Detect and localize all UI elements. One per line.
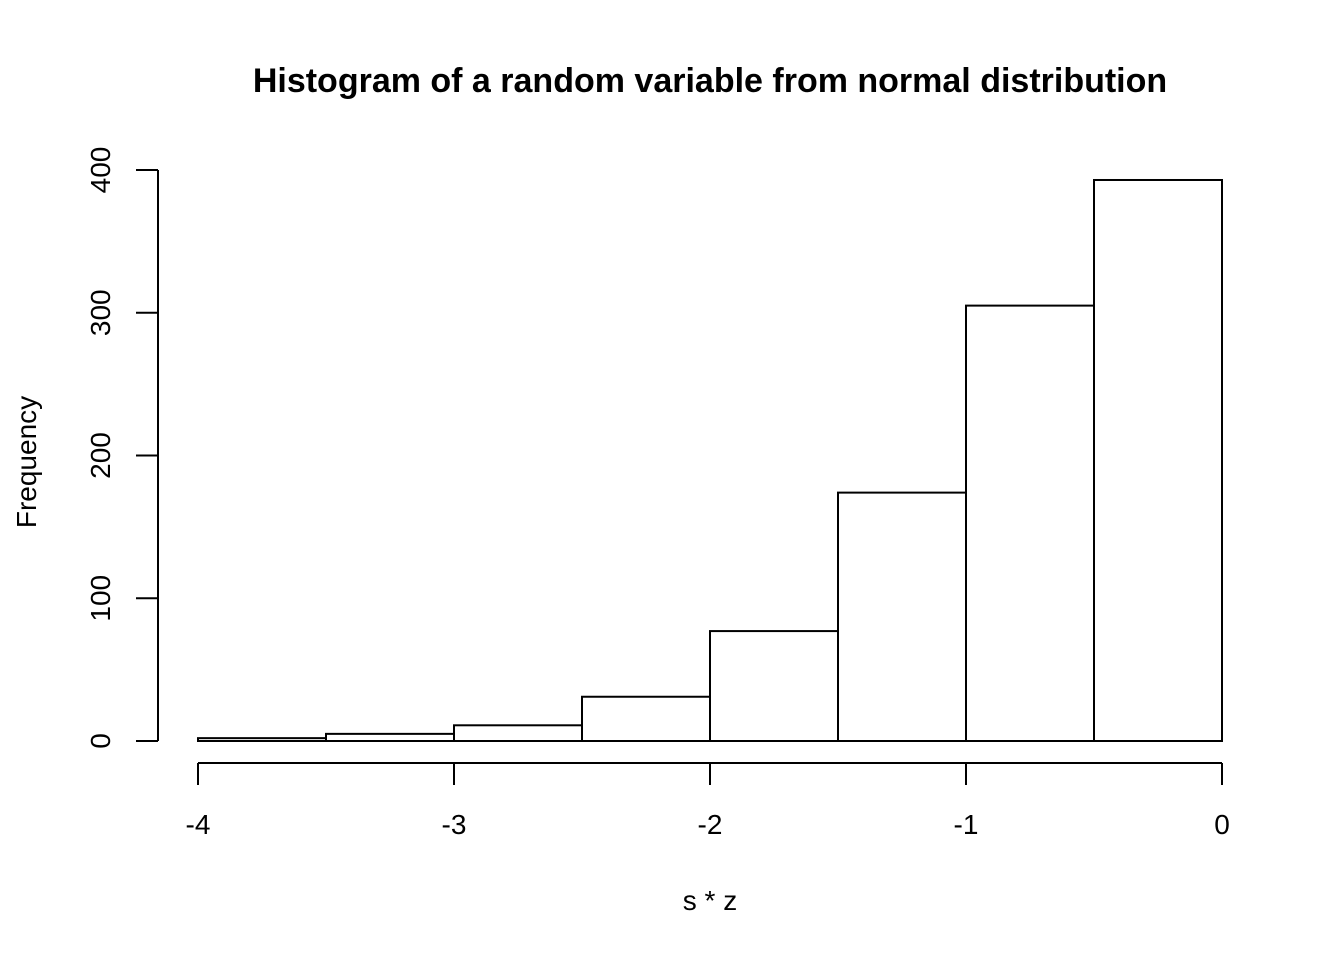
histogram-bar-6 (965, 304, 1095, 742)
histogram-bar-0 (197, 737, 327, 743)
chart-title: Histogram of a random variable from norm… (253, 62, 1167, 100)
y-axis-label: Frequency (11, 396, 42, 528)
x-axis: -4 -3 -2 -1 0 (186, 762, 1230, 840)
y-axis: 0 100 200 300 400 (85, 147, 159, 749)
y-tick-label-1: 100 (85, 575, 116, 622)
histogram-bar-1 (325, 732, 455, 742)
y-tick-label-3: 300 (85, 289, 116, 336)
x-tick-label-1: -3 (442, 809, 467, 840)
histogram-bar-5 (837, 491, 967, 742)
x-tick-label-2: -2 (698, 809, 723, 840)
y-tick-label-0: 0 (85, 733, 116, 749)
x-tick-label-3: -1 (954, 809, 979, 840)
histogram-bar-2 (453, 724, 583, 742)
y-tick-label-4: 400 (85, 147, 116, 194)
x-tick-label-0: -4 (186, 809, 211, 840)
bars-group (197, 178, 1223, 743)
x-axis-label: s * z (683, 885, 737, 916)
x-tick-label-4: 0 (1214, 809, 1230, 840)
histogram-bar-4 (709, 630, 839, 743)
histogram-bar-7 (1093, 178, 1223, 742)
histogram-bar-3 (581, 695, 711, 742)
y-tick-label-2: 200 (85, 432, 116, 479)
